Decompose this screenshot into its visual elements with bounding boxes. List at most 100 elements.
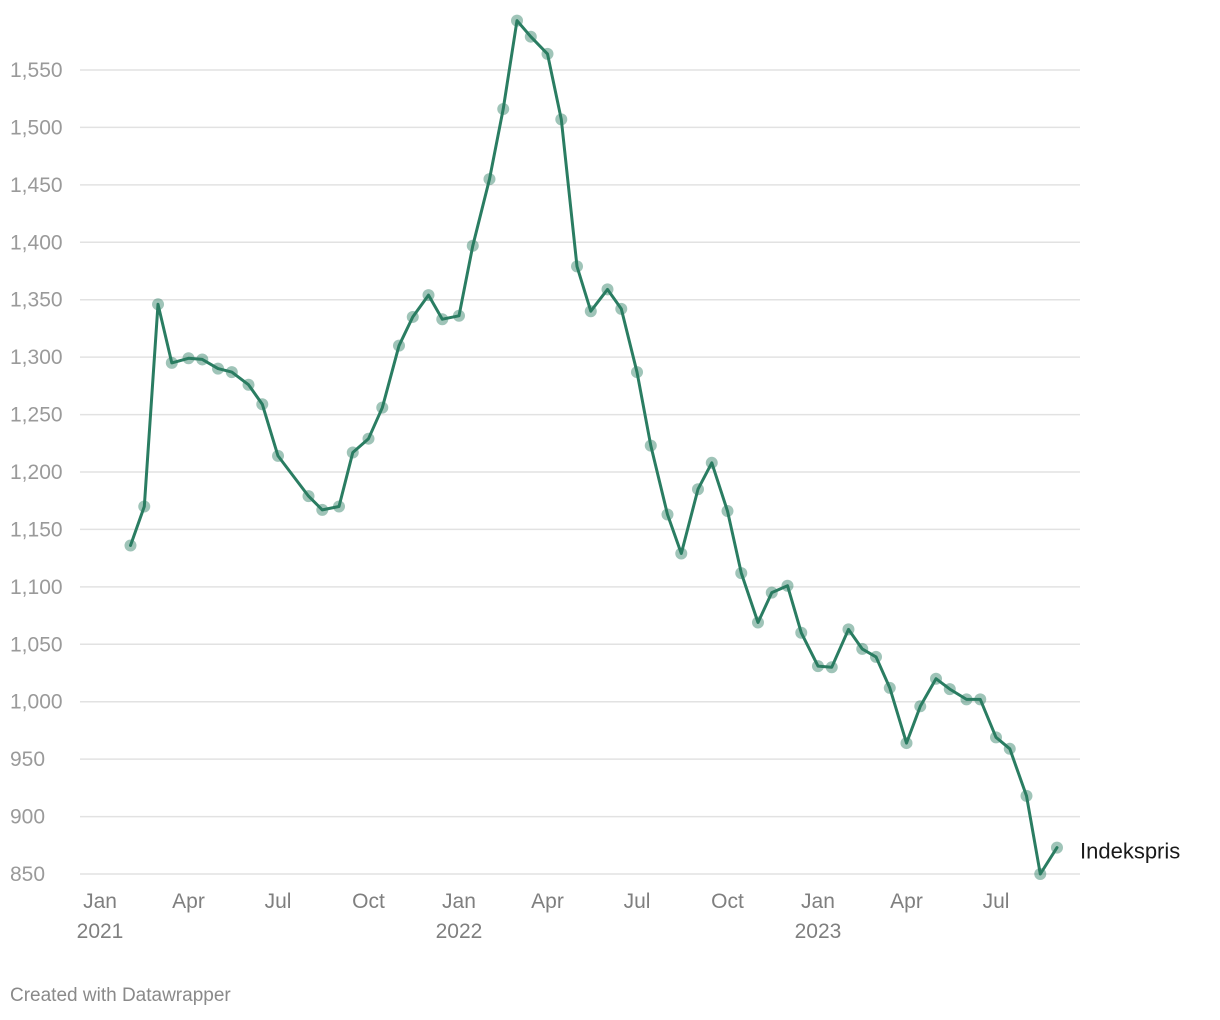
data-point: [914, 700, 927, 713]
data-point: [316, 503, 329, 516]
data-point: [555, 113, 568, 126]
x-tick-year: 2022: [436, 920, 483, 943]
data-point: [601, 283, 614, 296]
data-point: [584, 305, 597, 318]
data-point: [571, 260, 584, 273]
data-point: [256, 398, 269, 411]
data-point: [524, 30, 537, 43]
data-point: [974, 693, 987, 706]
data-point: [943, 683, 956, 696]
data-point: [615, 302, 628, 315]
data-point: [661, 508, 674, 521]
data-point: [124, 539, 137, 552]
data-point: [842, 623, 855, 636]
data-point: [376, 401, 389, 414]
series-labels: Indekspris: [1080, 839, 1180, 864]
y-tick-label: 1,300: [10, 346, 63, 369]
data-point: [960, 693, 973, 706]
data-point: [392, 339, 405, 352]
series-line: [129, 19, 1059, 876]
y-tick-label: 850: [10, 863, 45, 886]
data-point: [422, 289, 435, 302]
data-point: [302, 490, 315, 503]
x-tick-label: Jul: [624, 890, 651, 913]
data-point: [644, 439, 657, 452]
data-point: [721, 505, 734, 518]
x-tick-label: Apr: [172, 890, 205, 913]
data-point: [930, 672, 943, 685]
y-tick-label: 1,250: [10, 404, 63, 427]
y-tick-label: 1,400: [10, 231, 63, 254]
data-point: [346, 446, 359, 459]
data-point: [856, 642, 869, 655]
data-point: [138, 500, 151, 513]
data-point: [196, 353, 209, 366]
data-point: [795, 626, 808, 639]
data-point: [165, 356, 178, 369]
y-tick-label: 1,050: [10, 633, 63, 656]
data-point: [675, 547, 688, 560]
data-point: [735, 567, 748, 580]
data-point: [332, 500, 345, 513]
series-group: [129, 19, 1059, 876]
x-tick-label: Oct: [711, 890, 744, 913]
data-point: [811, 660, 824, 673]
data-point: [883, 681, 896, 694]
series-label: Indekspris: [1080, 839, 1180, 864]
gridlines: [80, 69, 1080, 875]
data-point: [765, 586, 778, 599]
data-point: [1050, 841, 1063, 854]
x-tick-label: Apr: [890, 890, 923, 913]
data-point: [751, 616, 764, 629]
y-tick-label: 1,500: [10, 116, 63, 139]
x-tick-label: Jan: [801, 890, 835, 913]
x-tick-year: 2023: [795, 920, 842, 943]
credit-text: Created with Datawrapper: [10, 985, 231, 1006]
data-point: [483, 173, 496, 186]
data-point: [362, 432, 375, 445]
data-point: [406, 310, 419, 323]
data-point: [825, 661, 838, 674]
x-tick-label: Jul: [265, 890, 292, 913]
x-axis: Jan 2021 Apr Jul Oct Jan 2022 Apr Jul Oct Jan 2023 A…: [77, 890, 1010, 943]
data-point: [152, 298, 165, 311]
y-tick-label: 1,200: [10, 461, 63, 484]
data-point: [990, 731, 1002, 744]
x-tick-label: Apr: [531, 890, 564, 913]
y-tick-label: 900: [10, 806, 45, 829]
y-tick-label: 1,000: [10, 691, 63, 714]
x-tick-label: Jul: [983, 890, 1010, 913]
y-tick-label: 1,100: [10, 576, 63, 599]
data-point: [1003, 742, 1016, 755]
points-group: [124, 14, 1063, 880]
y-tick-label: 1,350: [10, 289, 63, 312]
data-point: [272, 449, 285, 462]
data-point: [436, 313, 449, 326]
y-axis: 850 900 950 1,000 1,050 1,100 1,150 1,200 1,250 1…: [10, 59, 63, 886]
y-tick-label: 1,450: [10, 174, 63, 197]
y-tick-label: 1,150: [10, 518, 63, 541]
data-point: [497, 103, 510, 116]
data-point: [900, 737, 913, 750]
line-chart: 850 900 950 1,000 1,050 1,100 1,150 1,200 1,250 1…: [10, 14, 1180, 943]
y-tick-label: 950: [10, 748, 45, 771]
x-tick-label: Oct: [352, 890, 385, 913]
data-point: [242, 378, 255, 391]
data-point: [1034, 868, 1047, 880]
data-point: [781, 579, 794, 592]
data-point: [225, 366, 238, 379]
data-point: [631, 366, 644, 379]
data-point: [212, 362, 225, 375]
data-point: [466, 239, 479, 252]
data-point: [691, 483, 704, 496]
data-point: [705, 456, 718, 469]
data-point: [870, 650, 883, 663]
y-tick-label: 1,550: [10, 59, 63, 82]
x-tick-label: Jan: [442, 890, 476, 913]
data-point: [541, 47, 554, 60]
x-tick-year: 2021: [77, 920, 124, 943]
data-point: [511, 14, 524, 27]
data-point: [182, 352, 195, 365]
data-point: [1020, 789, 1033, 802]
data-point: [452, 309, 465, 322]
